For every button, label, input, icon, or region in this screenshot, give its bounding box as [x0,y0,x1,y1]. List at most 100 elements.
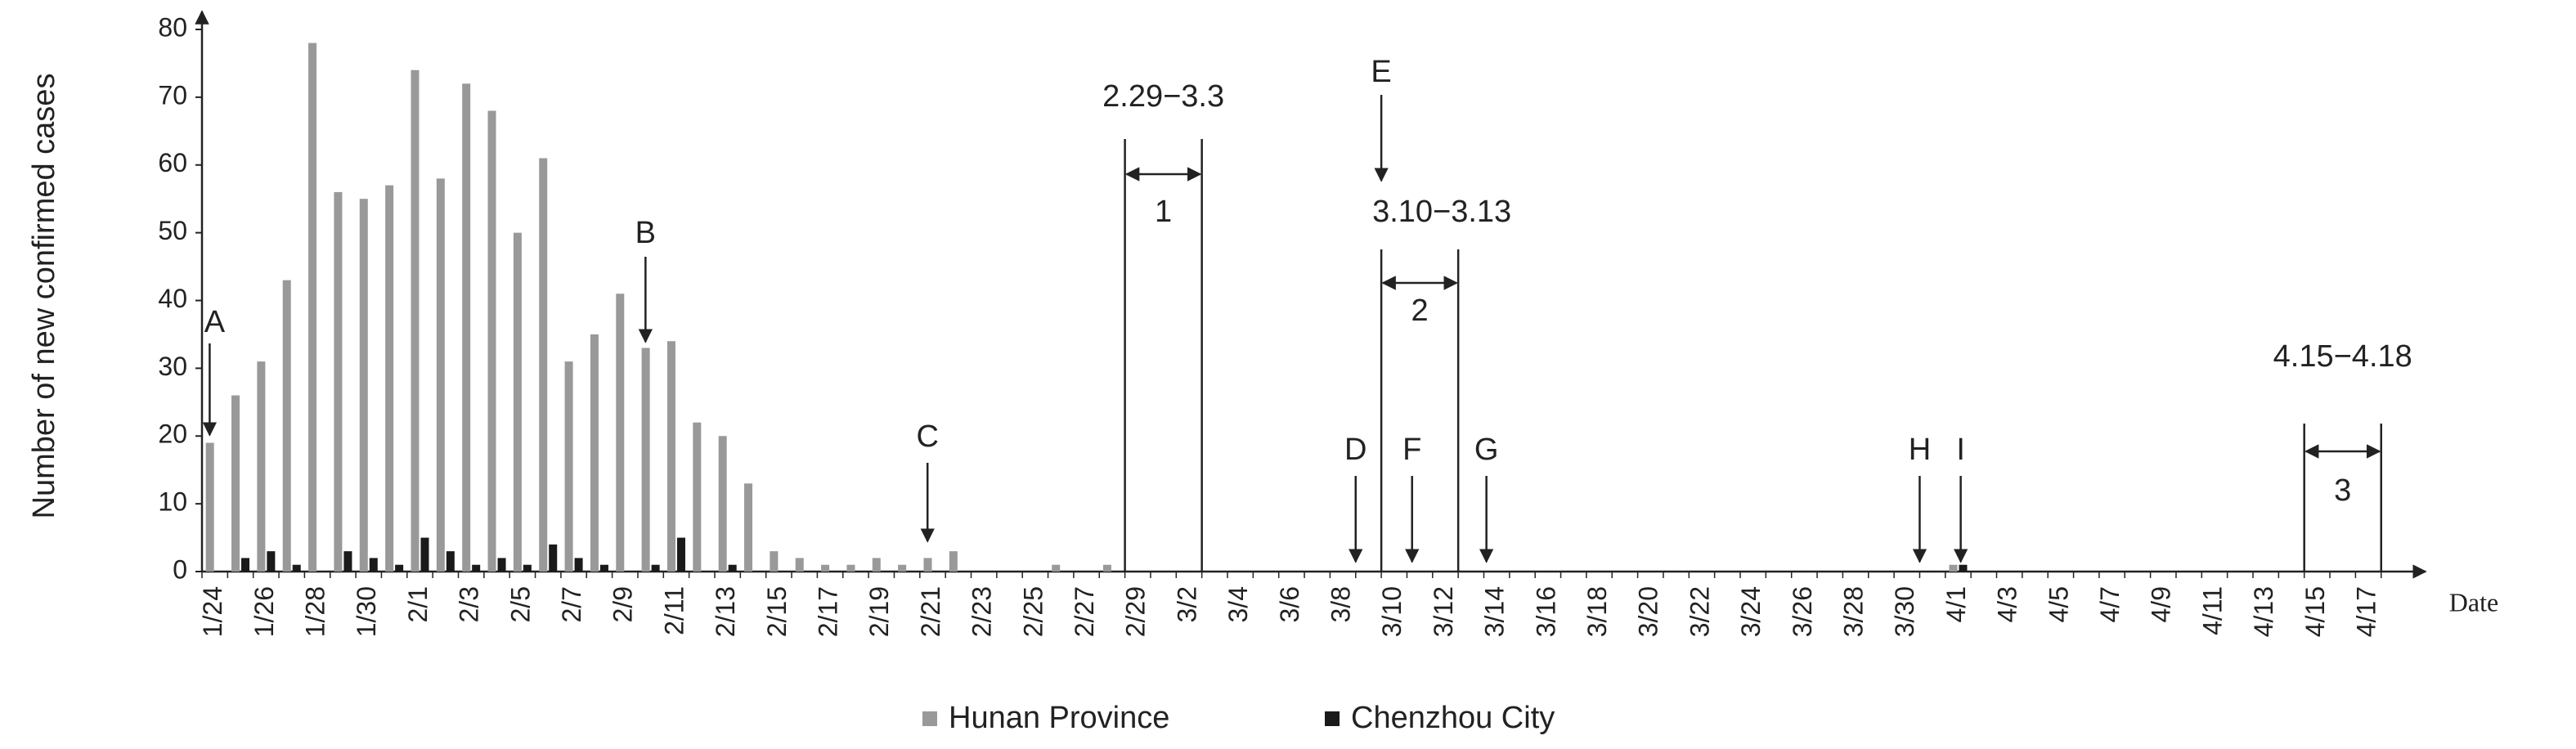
x-tick-label: 2/17 [814,586,843,637]
x-tick-label: 3/26 [1788,586,1817,637]
y-tick-label: 20 [158,419,187,449]
x-tick-label: 3/10 [1377,586,1407,637]
x-tick-label: 4/1 [1941,586,1971,622]
bar [651,564,660,572]
bar [334,191,343,572]
y-tick-label: 0 [173,554,187,584]
x-axis-label: Date [2449,587,2498,617]
y-axis-label: Number of new confirmed cases [27,74,61,519]
y-tick-label: 70 [158,80,187,110]
y-tick-label: 60 [158,148,187,177]
x-tick-label: 3/4 [1223,586,1253,622]
annotation-label: F [1402,433,1421,467]
bar [1102,564,1111,572]
bar [641,348,650,572]
bar [359,199,368,572]
annotation-label: G [1474,433,1499,467]
annotation-label: E [1371,55,1391,89]
x-tick-label: 2/27 [1070,586,1099,637]
interval-label: 4.15−4.18 [2273,339,2412,374]
y-tick-label: 30 [158,352,187,381]
x-tick-label: 4/15 [2300,586,2330,637]
x-tick-label: 4/13 [2249,586,2278,637]
x-tick-label: 2/25 [1018,586,1048,637]
interval-number: 2 [1411,294,1429,328]
bar [770,551,779,572]
bar [872,558,881,572]
interval-label: 2.29−3.3 [1102,79,1224,114]
x-tick-label: 1/24 [198,586,227,637]
bar [846,564,855,572]
x-tick-label: 3/16 [1531,586,1560,637]
bar [487,110,496,572]
x-tick-label: 2/9 [608,586,638,622]
bar [949,551,958,572]
y-tick-label: 50 [158,216,187,245]
bar [308,43,317,572]
bar [282,280,291,572]
bar [385,185,394,572]
bar [411,70,420,572]
bar [369,558,378,572]
bar [923,558,932,572]
x-tick-label: 3/20 [1634,586,1663,637]
interval-number: 1 [1155,195,1172,229]
x-tick-label: 2/11 [659,586,689,635]
bar [718,436,727,572]
x-tick-label: 1/26 [249,586,279,637]
x-tick-label: 4/3 [1993,586,2022,622]
bar [898,564,907,572]
bar [1959,564,1968,572]
x-tick-label: 3/8 [1326,586,1356,622]
x-tick-label: 2/13 [711,586,740,637]
bar [343,551,352,572]
x-tick-label: 4/17 [2352,586,2381,637]
bar [205,442,214,572]
x-tick-label: 3/28 [1839,586,1869,637]
x-tick-label: 2/7 [557,586,586,622]
x-tick-label: 2/1 [403,586,433,622]
interval-label: 3.10−3.13 [1372,195,1511,229]
bar [292,564,301,572]
x-tick-label: 2/21 [916,586,945,637]
annotation-label: H [1909,433,1931,467]
x-tick-label: 4/9 [2147,586,2176,622]
x-tick-label: 2/23 [967,586,997,637]
bar [539,158,548,572]
bar [666,341,675,572]
bar [497,558,506,572]
bar [821,564,830,572]
bar [549,544,558,572]
bar [564,361,573,572]
x-tick-label: 4/5 [2044,586,2073,622]
x-tick-label: 3/6 [1275,586,1304,622]
bar [744,483,753,572]
bar [616,294,625,572]
x-tick-label: 2/29 [1121,586,1151,637]
bar [462,83,471,572]
annotation-label: B [635,216,656,250]
bar [436,178,445,572]
x-tick-label: 3/12 [1429,586,1458,637]
bar [395,564,404,572]
bar [513,232,522,572]
x-tick-label: 3/2 [1172,586,1201,622]
x-tick-label: 2/19 [864,586,894,637]
legend-swatch [922,711,937,726]
bar [590,334,599,572]
x-tick-label: 3/18 [1582,586,1612,637]
x-tick-label: 3/14 [1480,586,1510,637]
annotation-label: C [916,419,938,454]
bar [267,551,276,572]
x-tick-label: 3/22 [1685,586,1714,637]
interval-number: 3 [2334,473,2351,508]
annotation-label: D [1344,433,1367,467]
y-tick-label: 40 [158,284,187,313]
bar [574,558,583,572]
bar [728,564,737,572]
bar [241,558,250,572]
x-tick-label: 2/3 [455,586,484,622]
y-tick-label: 80 [158,12,187,42]
x-tick-label: 1/28 [301,586,330,637]
